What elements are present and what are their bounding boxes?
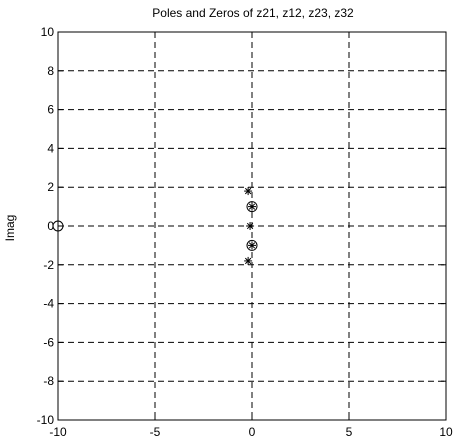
pole-marker [244, 187, 253, 196]
y-axis-label: Imag [3, 215, 17, 242]
axis-tick-labels: -10 -5 0 5 10 -10 -8 -6 -4 -2 0 2 4 6 8 10 [37, 25, 453, 439]
x-tick-label: -10 [49, 425, 67, 439]
y-tick-label: 10 [41, 25, 55, 39]
x-tick-label: -5 [150, 425, 161, 439]
y-tick-label: 8 [47, 64, 54, 78]
data-points [52, 187, 258, 265]
y-tick-label: -10 [37, 413, 55, 427]
zero-marker [246, 201, 258, 213]
x-tick-label: 5 [346, 425, 353, 439]
y-tick-label: -6 [43, 335, 54, 349]
x-tick-label: 0 [249, 425, 256, 439]
y-tick-label: 4 [47, 141, 54, 155]
pole-marker [246, 222, 255, 230]
zero-marker [246, 239, 258, 251]
grid [58, 32, 446, 420]
y-tick-label: -4 [43, 297, 54, 311]
y-tick-label: -8 [43, 374, 54, 388]
x-tick-label: 10 [439, 425, 453, 439]
chart-title: Poles and Zeros of z21, z12, z23, z32 [152, 6, 354, 20]
pole-marker [248, 202, 256, 211]
plot-frame [57, 31, 447, 421]
y-tick-label: 2 [47, 180, 54, 194]
pole-marker [248, 241, 256, 250]
pole-marker [244, 256, 253, 265]
y-tick-label: 6 [47, 103, 54, 117]
y-tick-label: 0 [47, 219, 54, 233]
y-tick-label: -2 [43, 258, 54, 272]
